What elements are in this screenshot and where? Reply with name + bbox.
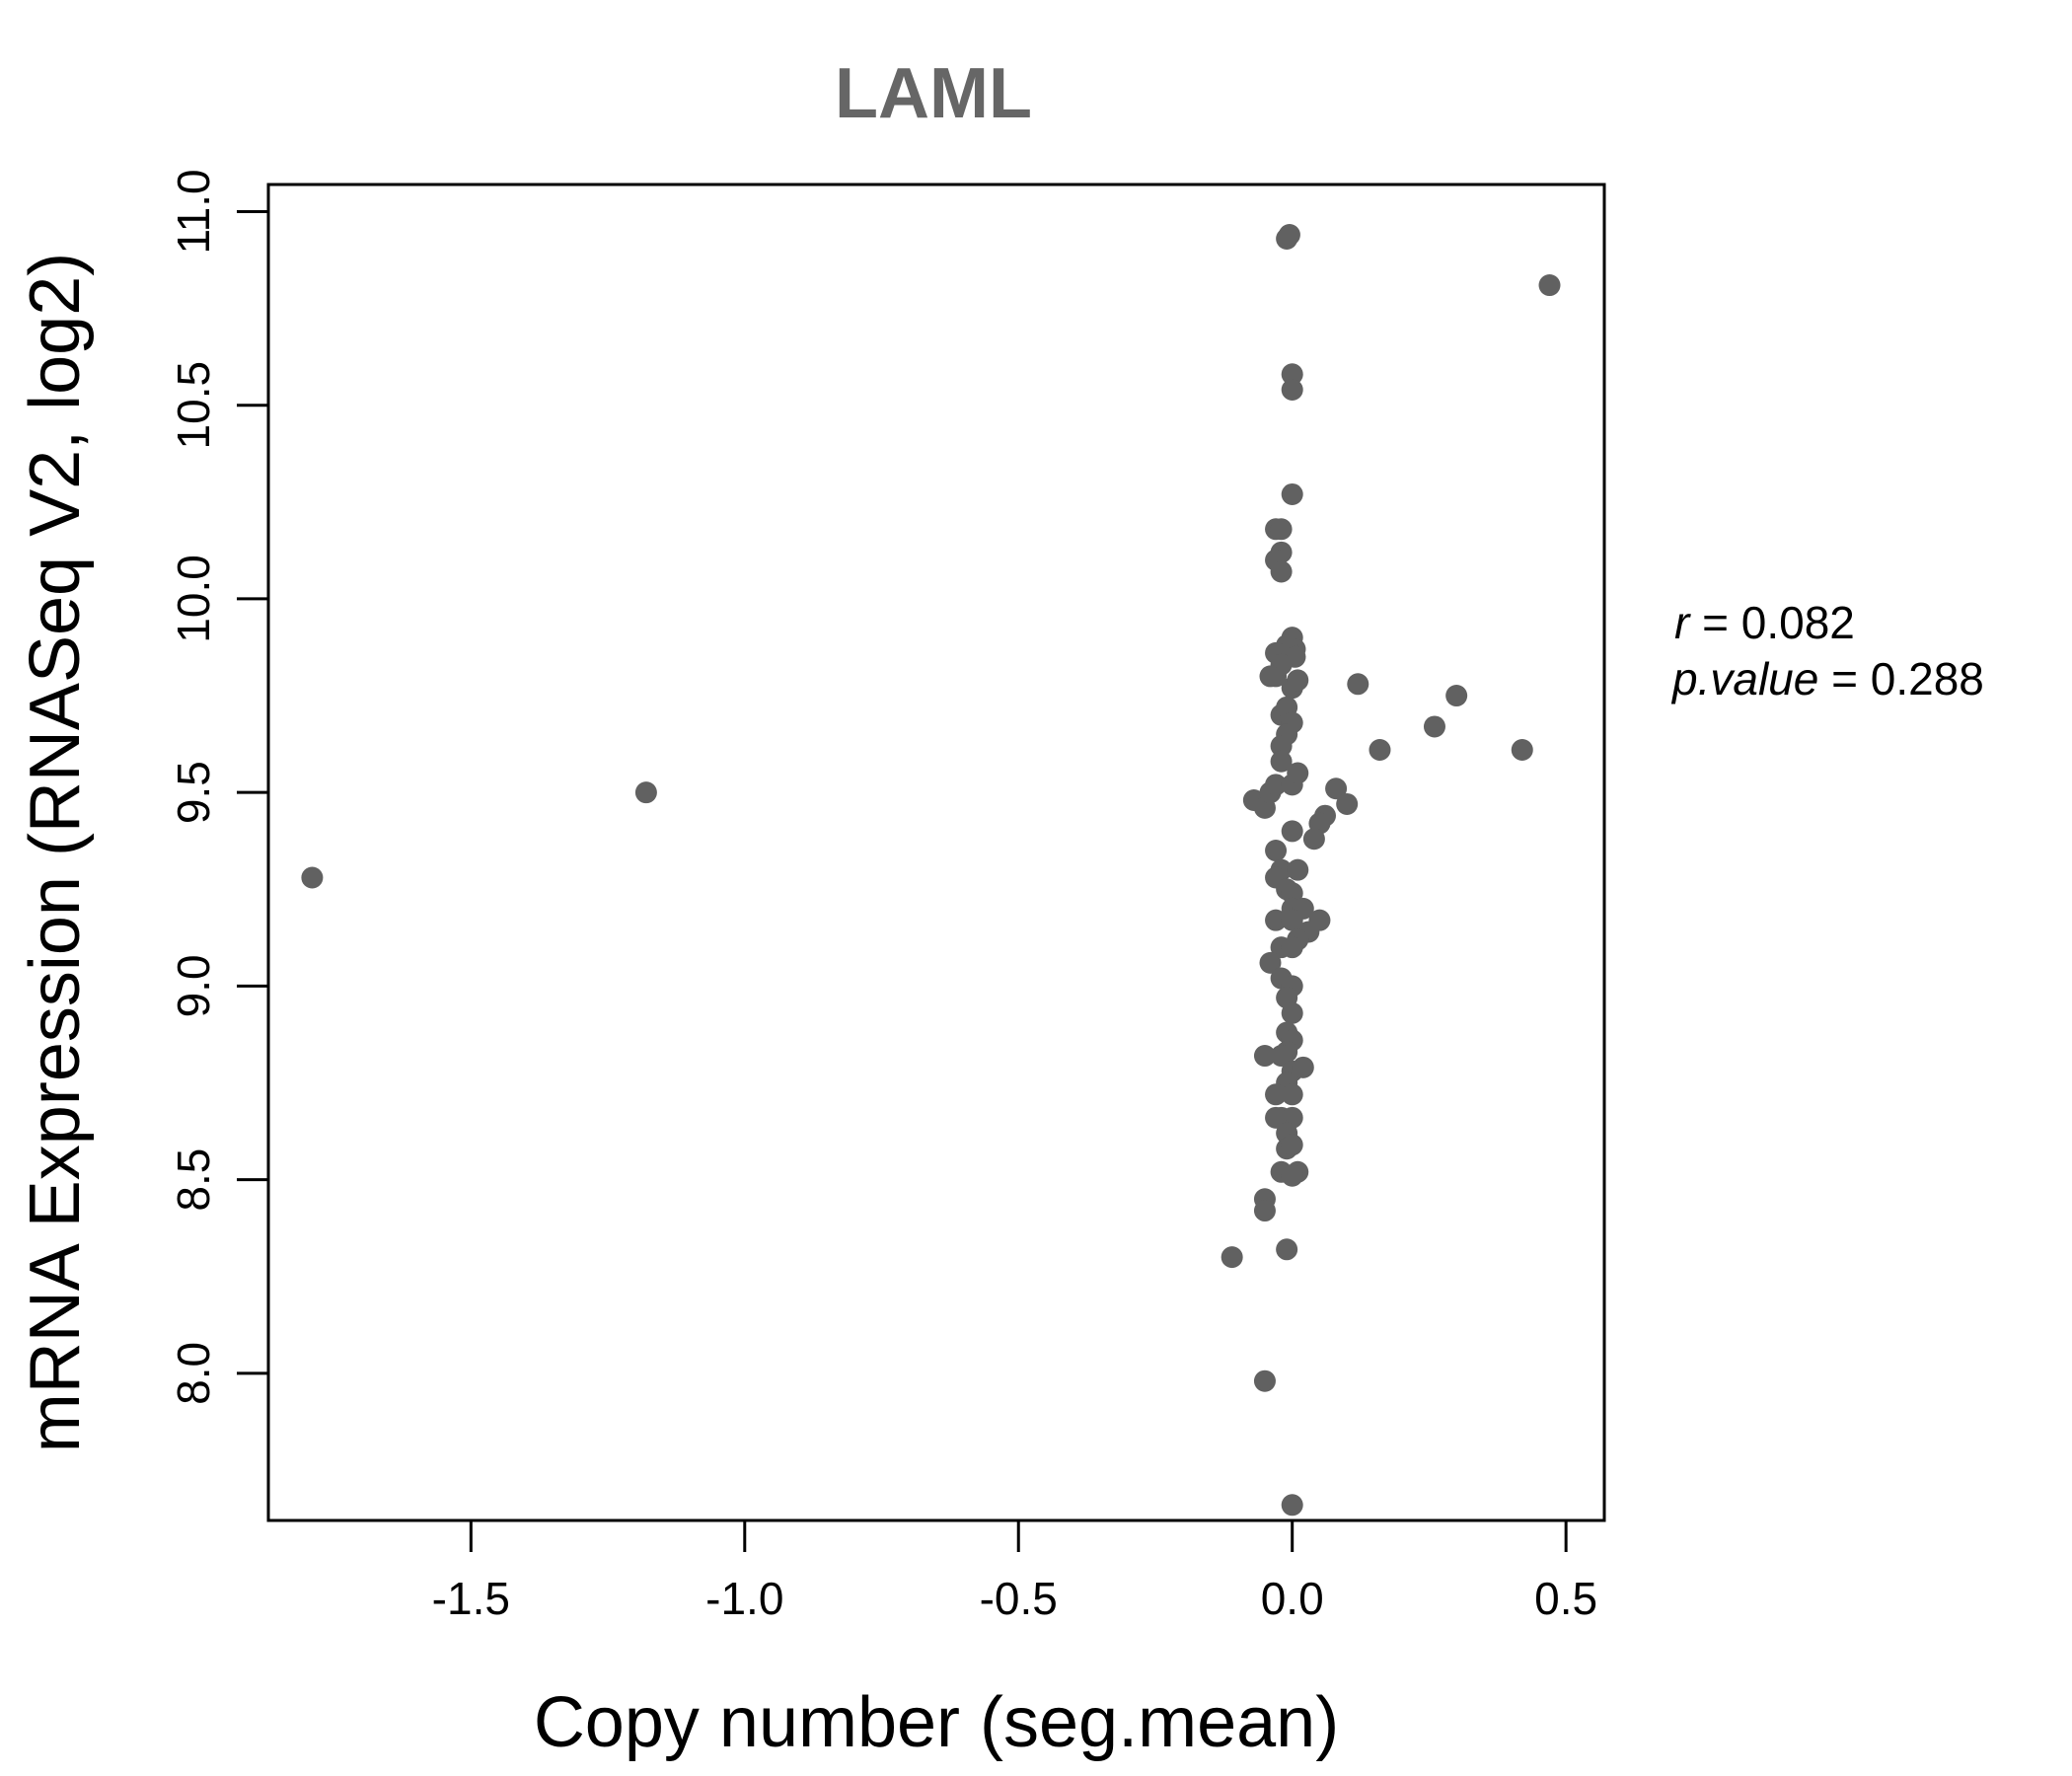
data-point xyxy=(1287,669,1309,692)
data-point xyxy=(1276,1238,1298,1261)
y-tick-label: 10.5 xyxy=(168,361,219,450)
data-point xyxy=(1281,379,1303,402)
data-point xyxy=(1259,665,1282,688)
data-point xyxy=(1347,673,1369,696)
y-tick-label: 8.5 xyxy=(168,1148,219,1212)
data-point xyxy=(1538,274,1561,297)
data-point xyxy=(1265,840,1288,862)
data-point xyxy=(1265,1083,1288,1106)
data-point xyxy=(1281,363,1303,386)
data-point xyxy=(634,781,657,804)
data-point xyxy=(1281,1494,1303,1517)
svg-text:r = 0.082: r = 0.082 xyxy=(1674,597,1855,648)
data-point xyxy=(1265,909,1288,931)
r-label: r xyxy=(1674,597,1691,648)
data-point xyxy=(1253,1200,1276,1222)
data-point xyxy=(1265,774,1288,796)
data-point xyxy=(1270,750,1293,773)
y-tick-label: 10.0 xyxy=(168,555,219,643)
data-point xyxy=(1287,858,1309,881)
x-tick-label: -1.5 xyxy=(432,1573,510,1624)
p-value: 0.288 xyxy=(1871,653,1984,704)
data-point xyxy=(1281,909,1303,931)
data-point xyxy=(1281,482,1303,505)
p-equals: = xyxy=(1818,653,1870,704)
x-tick-label: -1.0 xyxy=(705,1573,783,1624)
data-point xyxy=(1369,738,1391,761)
data-point xyxy=(1278,224,1300,247)
x-axis-label: Copy number (seg.mean) xyxy=(534,1683,1339,1762)
svg-text:p.value = 0.288: p.value = 0.288 xyxy=(1670,653,1984,704)
correlation-annotation: r = 0.082 p.value = 0.288 xyxy=(1670,597,1984,704)
y-axis-label: mRNA Expression (RNASeq V2, log2) xyxy=(16,253,95,1452)
y-tick-label: 8.0 xyxy=(168,1342,219,1405)
r-value: 0.082 xyxy=(1741,597,1855,648)
data-point xyxy=(301,866,324,889)
data-point xyxy=(1423,715,1445,738)
data-point xyxy=(1270,518,1293,541)
x-tick-label: 0.5 xyxy=(1534,1573,1597,1624)
y-tick-label: 9.0 xyxy=(168,954,219,1017)
data-point xyxy=(1325,777,1348,800)
data-point xyxy=(1259,951,1282,974)
data-point xyxy=(1511,738,1533,761)
x-tick-label: 0.0 xyxy=(1261,1573,1324,1624)
data-point xyxy=(1265,1106,1288,1129)
y-tick-label: 11.0 xyxy=(168,169,219,254)
data-point xyxy=(1221,1246,1243,1269)
data-point xyxy=(1445,685,1468,707)
data-point xyxy=(1287,762,1309,784)
data-point xyxy=(1281,882,1303,905)
p-value-label: p.value xyxy=(1670,653,1818,704)
data-point xyxy=(1281,1134,1303,1156)
data-point xyxy=(1281,820,1303,843)
y-ticks: 8.0 8.5 9.0 9.5 10.0 10.5 11.0 xyxy=(168,169,268,1405)
x-tick-label: -0.5 xyxy=(980,1573,1058,1624)
data-point xyxy=(1270,560,1293,583)
data-point xyxy=(1253,1045,1276,1068)
chart-title: LAML xyxy=(835,54,1032,133)
data-point xyxy=(1270,1045,1293,1068)
data-point xyxy=(1292,1056,1314,1078)
plot-frame xyxy=(266,183,1606,1522)
data-point xyxy=(1281,1083,1303,1106)
y-tick-label: 9.5 xyxy=(168,761,219,824)
data-point xyxy=(1302,828,1325,851)
data-point xyxy=(1281,1164,1303,1187)
data-point xyxy=(1270,735,1293,758)
data-point xyxy=(1281,1001,1303,1024)
data-point xyxy=(1281,936,1303,959)
r-equals: = xyxy=(1689,597,1740,648)
data-point xyxy=(1253,1369,1276,1392)
x-ticks: -1.5 -1.0 -0.5 0.0 0.5 xyxy=(432,1520,1597,1624)
data-point xyxy=(1336,792,1359,815)
data-points xyxy=(301,224,1561,1517)
